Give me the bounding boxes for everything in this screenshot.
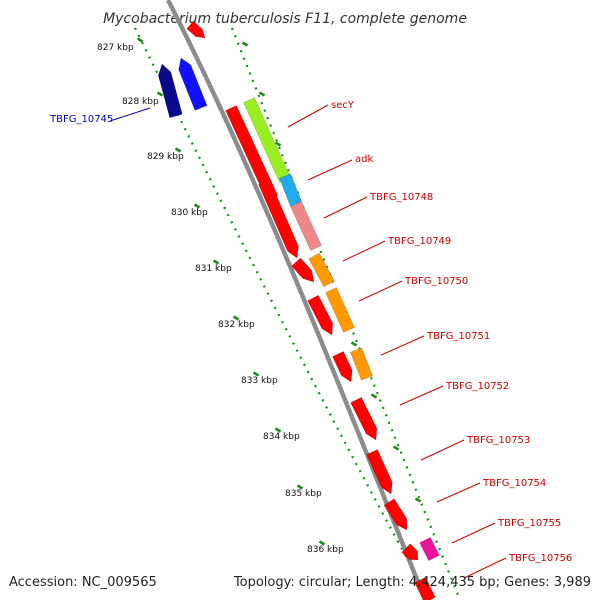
gene-cds-10[interactable] bbox=[414, 576, 436, 600]
genome-backbone bbox=[165, 0, 428, 600]
tick-mark-inner bbox=[296, 484, 304, 490]
tick-mark-inner bbox=[252, 371, 260, 377]
tick-label-834: 834 kbp bbox=[263, 432, 300, 442]
tick-dot-lines bbox=[134, 27, 462, 600]
tick-mark-inner bbox=[174, 147, 182, 153]
tick-label-829: 829 kbp bbox=[147, 152, 184, 162]
leader-TBFG_10751 bbox=[380, 335, 425, 356]
gene-cds-8[interactable] bbox=[383, 498, 408, 531]
gene-label-TBFG_10754[interactable]: TBFG_10754 bbox=[482, 478, 546, 489]
map-title: Mycobacterium tuberculosis F11, complete… bbox=[103, 11, 467, 27]
gene-TBFG_10751[interactable] bbox=[350, 347, 373, 381]
tick-mark-outer bbox=[241, 41, 249, 47]
tick-mark-outer bbox=[274, 141, 282, 147]
tick-mark-outer bbox=[392, 445, 400, 451]
leader-TBFG_10748 bbox=[323, 196, 368, 219]
tick-label-828: 828 kbp bbox=[122, 97, 159, 107]
leader-TBFG_10755 bbox=[451, 522, 496, 544]
tick-mark-inner bbox=[193, 203, 201, 209]
tick-mark-inner bbox=[156, 91, 164, 97]
tick-mark-outer bbox=[414, 497, 422, 503]
gene-label-TBFG_10745[interactable]: TBFG_10745 bbox=[49, 114, 113, 125]
tick-mark-outer bbox=[370, 393, 378, 399]
gene-cds-9[interactable] bbox=[401, 543, 419, 561]
leader-TBFG_10753 bbox=[420, 439, 465, 461]
tick-mark-inner bbox=[318, 540, 326, 546]
leader-TBFG_10752 bbox=[399, 385, 444, 406]
gene-TBFG_10748[interactable] bbox=[290, 201, 322, 251]
gene-labels: TBFG_10745 secY adk TBFG_10748 TBFG_1074… bbox=[49, 100, 572, 564]
gene-top-partial[interactable] bbox=[186, 20, 206, 39]
tick-labels: 827 kbp 828 kbp 829 kbp 830 kbp 831 kbp … bbox=[97, 43, 344, 555]
gene-label-TBFG_10750[interactable]: TBFG_10750 bbox=[404, 276, 468, 287]
tick-label-831: 831 kbp bbox=[195, 264, 232, 274]
gene-label-TBFG_10756[interactable]: TBFG_10756 bbox=[508, 553, 572, 564]
tick-mark-inner bbox=[212, 259, 220, 265]
gene-TBFG_10755[interactable] bbox=[419, 536, 440, 562]
leader-TBFG_10750 bbox=[358, 280, 403, 302]
leader-adk bbox=[307, 159, 353, 181]
gene-cds-3[interactable] bbox=[291, 257, 315, 283]
gene-TBFG_10749[interactable] bbox=[308, 252, 335, 288]
gene-TBFG_10745-blue[interactable] bbox=[178, 57, 208, 111]
gene-cds-7[interactable] bbox=[366, 449, 393, 495]
gene-label-adk[interactable]: adk bbox=[355, 154, 373, 165]
tick-label-833: 833 kbp bbox=[241, 376, 278, 386]
tick-mark-outer bbox=[258, 91, 266, 97]
gene-label-secY[interactable]: secY bbox=[331, 100, 355, 111]
gene-cds-6[interactable] bbox=[350, 396, 378, 441]
gene-label-TBFG_10752[interactable]: TBFG_10752 bbox=[445, 381, 509, 392]
tick-label-835: 835 kbp bbox=[285, 489, 322, 499]
tick-mark-inner bbox=[136, 37, 144, 43]
gene-label-TBFG_10751[interactable]: TBFG_10751 bbox=[426, 331, 490, 342]
tick-label-832: 832 kbp bbox=[218, 320, 255, 330]
tick-label-836: 836 kbp bbox=[307, 545, 344, 555]
gene-features bbox=[158, 20, 440, 600]
leader-TBFG_10745 bbox=[109, 107, 151, 122]
tick-mark-outer bbox=[350, 341, 358, 347]
tick-mark-inner bbox=[232, 315, 240, 321]
leader-TBFG_10749 bbox=[342, 240, 386, 262]
gene-TBFG_10750[interactable] bbox=[325, 287, 355, 333]
leader-TBFG_10754 bbox=[436, 482, 481, 503]
leader-TBFG_10756 bbox=[463, 557, 507, 579]
topology-text: Topology: circular; Length: 4,424,435 bp… bbox=[233, 575, 591, 590]
gene-TBFG_10745-dark[interactable] bbox=[158, 63, 183, 118]
tick-mark-inner bbox=[274, 427, 282, 433]
leader-secY bbox=[287, 104, 329, 128]
gene-label-TBFG_10755[interactable]: TBFG_10755 bbox=[497, 518, 561, 529]
tick-label-830: 830 kbp bbox=[171, 208, 208, 218]
gene-cds-5[interactable] bbox=[332, 351, 353, 383]
accession-text: Accession: NC_009565 bbox=[9, 575, 157, 590]
gene-label-TBFG_10753[interactable]: TBFG_10753 bbox=[466, 435, 530, 446]
gene-adk[interactable] bbox=[279, 173, 302, 207]
gene-label-TBFG_10748[interactable]: TBFG_10748 bbox=[369, 192, 433, 203]
label-leader-lines bbox=[109, 104, 507, 579]
gene-label-TBFG_10749[interactable]: TBFG_10749 bbox=[387, 236, 451, 247]
gene-cds-2[interactable] bbox=[258, 179, 299, 259]
gene-cds-4[interactable] bbox=[307, 294, 334, 336]
tick-label-827: 827 kbp bbox=[97, 43, 134, 53]
